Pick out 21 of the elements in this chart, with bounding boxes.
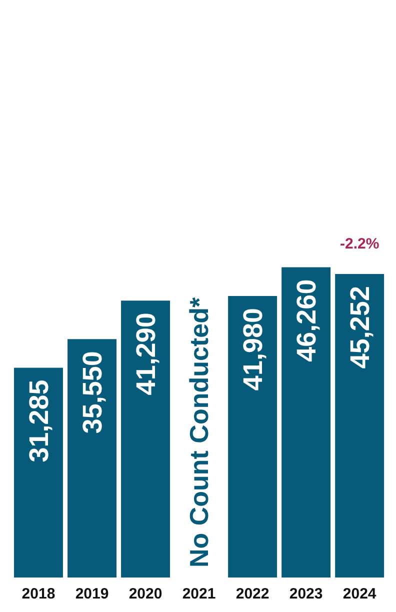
x-tick-label: 2023 xyxy=(289,586,323,602)
bar xyxy=(121,300,170,578)
bar xyxy=(228,296,278,578)
data-label: 41,290 xyxy=(131,312,162,396)
x-tick-label: 2019 xyxy=(75,586,109,602)
x-tick-label: 2024 xyxy=(342,586,377,602)
bar xyxy=(282,267,331,578)
data-label: 46,260 xyxy=(292,279,322,362)
text: -2.2% xyxy=(340,236,380,253)
annotation: No Count Conducted* xyxy=(184,296,214,568)
bar xyxy=(14,368,63,578)
bar xyxy=(335,274,384,578)
data-label: 45,252 xyxy=(345,286,376,369)
data-label: 41,980 xyxy=(238,308,268,391)
x-tick-label: 2020 xyxy=(128,586,162,602)
data-label: 31,285 xyxy=(24,380,54,462)
data-label: 35,550 xyxy=(78,351,108,434)
x-tick-label: 2022 xyxy=(236,586,270,602)
bar xyxy=(68,339,116,578)
x-tick-label: 2021 xyxy=(182,586,216,602)
x-tick-label: 2018 xyxy=(22,586,56,602)
